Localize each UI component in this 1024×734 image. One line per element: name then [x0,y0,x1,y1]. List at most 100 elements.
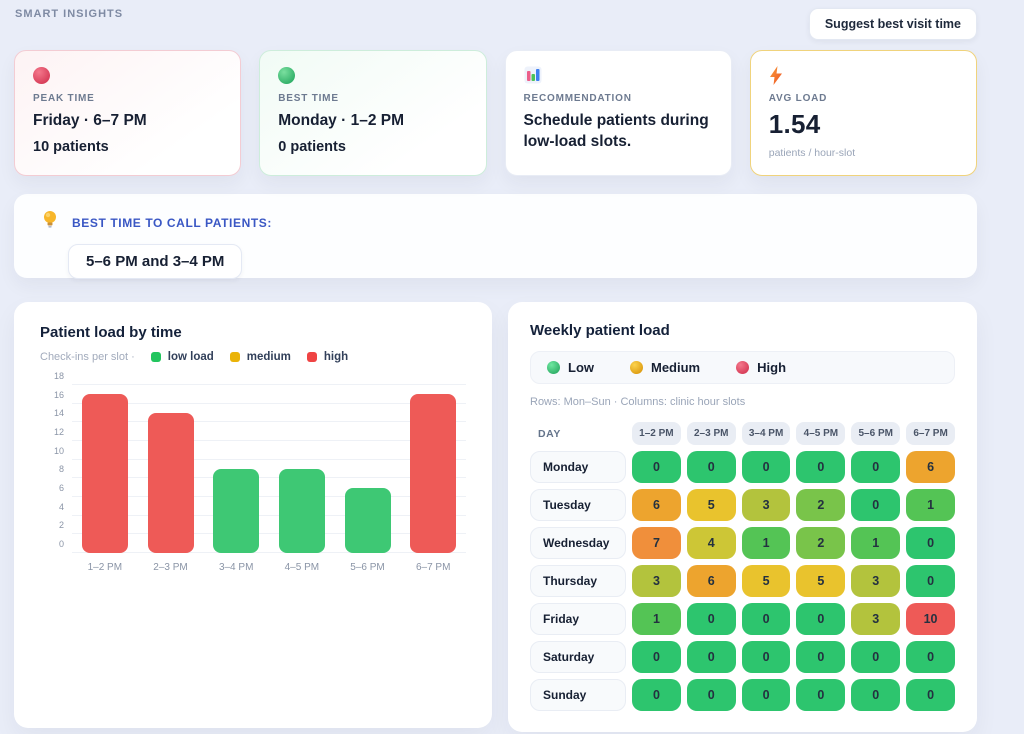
heatmap-cell[interactable]: 0 [851,489,901,521]
bar-4–5 PM [278,469,325,553]
day-label: Wednesday [530,527,626,559]
day-label: Monday [530,451,626,483]
card-label: AVG LOAD [768,93,828,104]
x-axis-label: 5–6 PM [350,562,385,573]
legend-label: Low [568,360,594,375]
legend-swatch [306,352,317,362]
heatmap-cell[interactable]: 0 [906,679,955,711]
legend-dot [547,361,560,374]
card-peak-time: PEAK TIME Friday · 6–7 PM 10 patients [14,50,242,176]
gridline [72,514,466,516]
gridline [72,440,466,441]
bar-column [72,385,138,553]
heatmap-cell[interactable]: 0 [686,679,736,711]
gridline [72,384,466,385]
heatmap-cell[interactable]: 1 [851,527,901,559]
x-axis-label: 3–4 PM [218,562,254,573]
best-time-to-call-banner: BEST TIME TO CALL PATIENTS: 5–6 PM and 3… [14,194,977,279]
card-value: 1.54 [768,109,821,139]
suggest-best-visit-time-button[interactable]: Suggest best visit time [808,8,977,40]
heatmap-cell[interactable]: 0 [851,641,901,673]
gridline [72,402,466,404]
legend-swatch [229,352,240,362]
x-axis-label: 1–2 PM [87,562,123,573]
heatmap-cell[interactable]: 0 [906,641,955,673]
heatmap-cell[interactable]: 1 [741,527,791,559]
y-axis-tick: 10 [53,445,64,456]
hour-column-header: 3–4 PM [741,422,791,445]
heatmap-cell[interactable]: 0 [686,641,736,673]
heatmap-cell[interactable]: 0 [851,679,901,711]
heatmap-cell[interactable]: 0 [796,451,846,483]
bar-5–6 PM [344,487,391,553]
heatmap-cell[interactable]: 6 [686,565,736,597]
heatmap-cell[interactable]: 0 [851,451,901,483]
heatmap-cell[interactable]: 4 [686,527,736,559]
heatmap-legend-item: High [736,360,786,375]
heatmap-cell[interactable]: 6 [632,489,681,521]
heatmap-cell[interactable]: 1 [632,603,681,635]
bar-column [269,385,335,553]
heatmap-cell[interactable]: 1 [906,489,955,521]
card-label: BEST TIME [278,93,339,104]
heatmap-table: DAY 1–2 PM 2–3 PM 3–4 PM 4–5 PM 5–6 PM 6–7 PM M… [530,422,955,711]
card-best-time: BEST TIME Monday · 1–2 PM 0 patients [259,50,487,176]
chart-title: Patient load by time [40,324,182,341]
heatmap-cell[interactable]: 3 [851,565,901,597]
y-axis-tick: 0 [58,539,64,549]
heatmap-cell[interactable]: 0 [632,679,681,711]
card-unit: patients / hour-slot [768,147,856,159]
heatmap-cell[interactable]: 5 [741,565,791,597]
heatmap-cell[interactable]: 6 [906,451,955,483]
bar-chart: 0 2 4 6 8 10 12 14 16 18 1–2 PM 2–3 PM 3–4 PM 4–5 PM… [40,371,466,573]
heatmap-cell[interactable]: 0 [906,565,955,597]
topbar: SMART INSIGHTS Suggest best visit time [14,6,977,42]
heatmap-cell[interactable]: 0 [741,451,791,483]
lightning-icon [769,65,958,85]
y-axis-tick: 4 [58,501,64,512]
hour-column-header: 2–3 PM [686,422,736,445]
heatmap-note: Rows: Mon–Sun · Columns: clinic hour slo… [530,396,746,408]
legend-dot [630,361,643,374]
heatmap-cell[interactable]: 3 [851,603,901,635]
heatmap-cell[interactable]: 0 [796,603,846,635]
heatmap-cell[interactable]: 0 [686,603,736,635]
heatmap-cell[interactable]: 3 [741,489,791,521]
heatmap-cell[interactable]: 0 [906,527,955,559]
heatmap-cell[interactable]: 0 [741,679,791,711]
heatmap-cell[interactable]: 3 [632,565,681,597]
heatmap-cell[interactable]: 2 [796,527,846,559]
bar-column [138,385,204,553]
lightbulb-icon [42,210,58,235]
day-label: Sunday [530,679,626,711]
green-dot-icon [278,66,467,84]
gridline [72,496,466,497]
heatmap-cell[interactable]: 5 [796,565,846,597]
legend-label: low load [167,351,214,363]
bar-6–7 PM [410,394,457,553]
gridline [72,421,466,423]
bar-chart-icon [524,66,713,84]
heatmap-cell[interactable]: 0 [632,641,681,673]
heatmap-cell[interactable]: 0 [632,451,681,483]
heatmap-cell[interactable]: 0 [796,641,846,673]
card-title: Friday · 6–7 PM [33,112,147,129]
heatmap-cell[interactable]: 0 [796,679,846,711]
legend-dot [736,361,750,374]
gridline [72,533,466,535]
stat-cards-row: PEAK TIME Friday · 6–7 PM 10 patients BEST … [14,50,977,176]
heatmap-cell[interactable]: 10 [906,603,955,635]
heatmap-cell[interactable]: 0 [686,451,736,483]
main-panels: Patient load by time Check-ins per slot … [14,302,977,732]
page-title: SMART INSIGHTS [15,8,124,20]
heatmap-cell[interactable]: 5 [686,489,736,521]
heatmap-cell[interactable]: 7 [632,527,681,559]
red-dot-icon [33,66,222,84]
heatmap-cell[interactable]: 0 [741,641,791,673]
weekly-patient-load-panel: Weekly patient load Low Medium High Rows: … [508,302,977,732]
heatmap-cell[interactable]: 0 [741,603,791,635]
hour-column-header: 4–5 PM [796,422,846,445]
legend-swatch [150,352,161,362]
x-axis-label: 2–3 PM [153,562,188,573]
heatmap-cell[interactable]: 2 [796,489,846,521]
